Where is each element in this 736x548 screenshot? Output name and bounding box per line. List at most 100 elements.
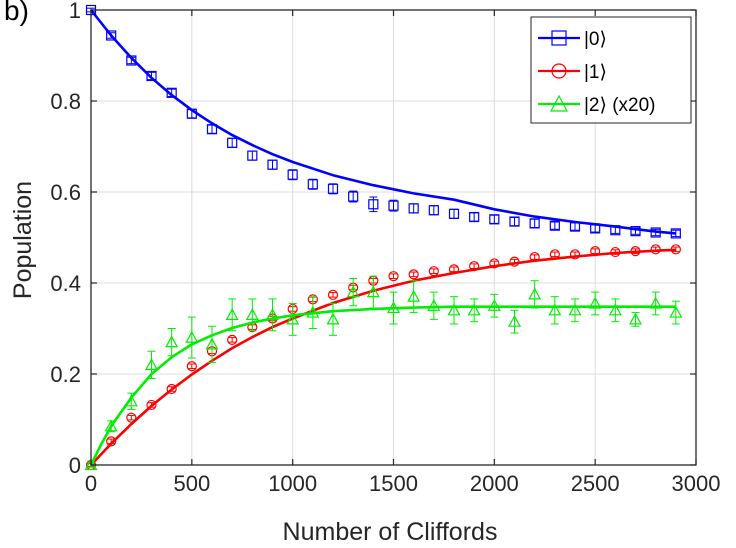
series-1: [85, 244, 681, 471]
legend: |0⟩ |1⟩ |2⟩ (x20): [530, 16, 692, 124]
data-point-square: [166, 87, 177, 98]
panel-label: b): [4, 0, 29, 26]
data-point-square: [630, 226, 641, 237]
x-tick-label: 2500: [571, 471, 620, 496]
data-point-triangle: [245, 308, 259, 320]
data-point-triangle: [306, 305, 320, 318]
y-tick-label: 0.8: [50, 89, 81, 114]
data-point-triangle: [346, 285, 360, 298]
data-point-square: [106, 30, 117, 41]
data-point-triangle: [286, 312, 300, 325]
legend-label: |2⟩ (x20): [584, 95, 655, 116]
data-point-square: [610, 225, 621, 236]
data-point-square: [509, 216, 520, 227]
x-tick-label: 3000: [672, 471, 721, 496]
series-2: [84, 275, 683, 471]
data-point-triangle: [528, 287, 542, 300]
data-point-square: [448, 208, 460, 219]
data-point-square: [428, 205, 439, 216]
legend-label: |0⟩: [584, 29, 607, 50]
data-point-triangle: [507, 314, 522, 327]
data-point-square: [408, 203, 419, 214]
data-point-triangle: [265, 308, 280, 320]
data-point-triangle: [649, 296, 663, 309]
data-point-triangle: [366, 285, 380, 298]
data-point-triangle: [185, 330, 199, 343]
data-point-square: [247, 150, 258, 161]
fit-line: [89, 305, 676, 466]
data-point-circle: [529, 251, 540, 263]
data-point-square: [206, 124, 218, 135]
data-point-triangle: [124, 394, 138, 407]
data-point-square: [590, 223, 601, 234]
data-point-triangle: [568, 303, 582, 316]
data-point-triangle: [447, 303, 461, 316]
data-point-square: [670, 228, 681, 239]
data-point-circle: [408, 269, 419, 280]
data-point-square: [287, 169, 298, 180]
data-point-circle: [610, 246, 621, 258]
data-point-circle: [227, 334, 238, 345]
data-point-square: [551, 30, 567, 46]
x-tick-label: 2000: [470, 471, 519, 496]
data-point-triangle: [326, 312, 340, 325]
data-point-triangle: [104, 419, 118, 432]
data-point-triangle: [608, 303, 622, 316]
data-point-triangle: [165, 335, 179, 348]
fit-line: [89, 9, 676, 235]
data-point-square: [650, 227, 661, 238]
data-point-circle: [489, 258, 500, 269]
data-point-triangle: [427, 299, 441, 311]
data-point-square: [388, 200, 399, 211]
y-tick-label: 0: [69, 453, 81, 478]
y-tick-label: 0.2: [50, 362, 81, 387]
data-point-square: [529, 218, 540, 229]
x-tick-label: 1500: [369, 471, 418, 496]
data-point-triangle: [205, 337, 219, 350]
x-axis-label: Number of Cliffords: [283, 518, 498, 546]
data-point-square: [348, 191, 359, 202]
data-point-circle: [166, 383, 177, 395]
y-tick-label: 0.4: [50, 271, 81, 296]
data-point-circle: [549, 249, 560, 260]
data-point-square: [569, 221, 581, 232]
data-point-triangle: [548, 303, 562, 316]
data-point-square: [327, 183, 339, 194]
data-point-triangle: [467, 303, 481, 316]
data-point-square: [368, 199, 379, 210]
data-point-square: [126, 55, 137, 66]
data-point-square: [267, 159, 278, 170]
data-point-triangle: [407, 289, 421, 302]
data-point-circle: [569, 249, 581, 260]
data-point-circle: [469, 261, 480, 272]
data-point-circle: [388, 271, 399, 282]
data-point-circle: [448, 264, 460, 275]
data-point-circle: [650, 244, 661, 255]
data-point-triangle: [669, 305, 683, 318]
data-point-circle: [590, 246, 601, 257]
y-tick-label: 1: [69, 0, 81, 23]
data-point-square: [186, 108, 197, 119]
data-point-circle: [106, 436, 117, 447]
series-0: [85, 4, 681, 239]
data-point-square: [307, 179, 318, 190]
x-tick-label: 0: [85, 471, 97, 496]
data-point-circle: [126, 412, 137, 423]
data-point-triangle: [225, 308, 239, 320]
x-tick-label: 1000: [268, 471, 317, 496]
data-point-square: [146, 70, 157, 82]
y-tick-label: 0.6: [50, 180, 81, 205]
data-point-triangle: [628, 312, 643, 325]
data-point-square: [227, 137, 238, 148]
axis-ticks: 0 500 1000 1500 2000 2500 3000 0 0.2 0.4 0.6 0.8 1: [50, 0, 720, 496]
data-point-square: [469, 211, 480, 223]
data-point-square: [489, 214, 500, 225]
data-point-triangle: [550, 94, 568, 112]
data-point-circle: [186, 361, 197, 372]
data-point-circle: [670, 244, 681, 255]
fit-line: [90, 248, 676, 466]
data-point-circle: [146, 399, 157, 411]
data-point-triangle: [487, 299, 501, 311]
data-point-triangle: [144, 358, 159, 370]
